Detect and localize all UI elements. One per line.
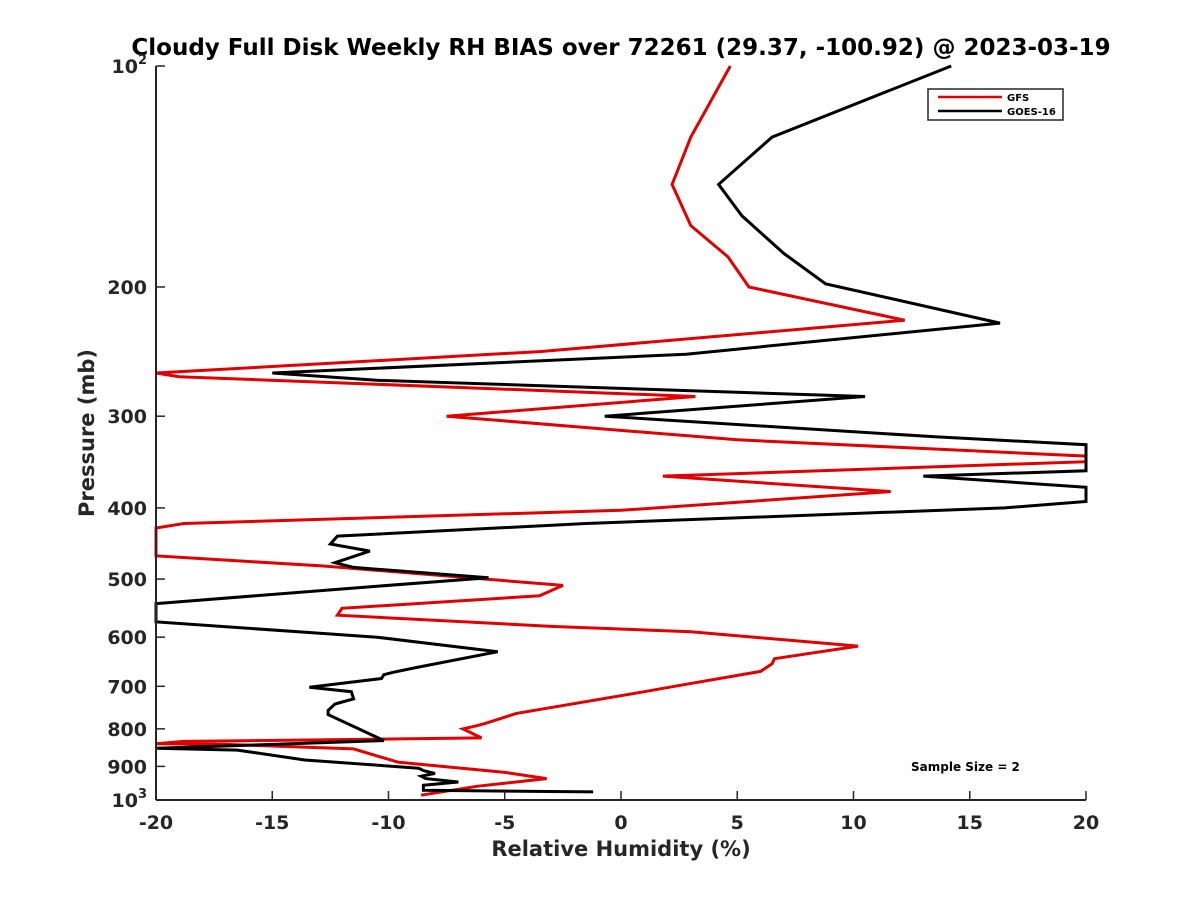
x-tick-label: 5 <box>731 812 744 834</box>
series-line-gfs <box>154 65 1088 797</box>
x-tick-label: -5 <box>494 812 515 834</box>
chart-title: Cloudy Full Disk Weekly RH BIAS over 722… <box>131 35 1110 61</box>
y-tick-label: 900 <box>107 756 147 778</box>
y-tick-label: 800 <box>107 719 147 741</box>
y-tick-label: 102 <box>112 53 148 78</box>
y-tick-label: 400 <box>107 498 147 520</box>
y-tick-label: 600 <box>107 627 147 649</box>
y-tick-label: 103 <box>112 787 148 812</box>
y-tick-label: 500 <box>107 569 147 591</box>
y-tick-label: 200 <box>107 277 147 299</box>
y-axis-label: Pressure (mb) <box>75 349 99 517</box>
x-tick-label: 10 <box>840 812 866 834</box>
y-tick-label: 700 <box>107 676 147 698</box>
x-tick-label: 15 <box>957 812 983 834</box>
x-tick-label: -15 <box>255 812 289 834</box>
y-ticks: 102 200 300 400 500 600 700 800 900 103 <box>107 53 165 812</box>
sample-size-annotation: Sample Size = 2 <box>911 760 1020 774</box>
x-tick-label: 0 <box>614 812 627 834</box>
legend-label-gfs: GFS <box>1007 93 1029 104</box>
x-tick-label: -10 <box>371 812 405 834</box>
y-tick-label: 300 <box>107 406 147 428</box>
x-tick-label: -20 <box>139 812 173 834</box>
legend-box <box>927 88 1064 121</box>
x-axis-label: Relative Humidity (%) <box>491 837 750 861</box>
x-tick-label: 20 <box>1073 812 1099 834</box>
legend-label-goes16: GOES-16 <box>1007 107 1056 118</box>
legend: GFS GOES-16 <box>927 88 1064 121</box>
x-ticks: -20 -15 -10 -5 0 5 10 15 20 <box>139 791 1099 834</box>
